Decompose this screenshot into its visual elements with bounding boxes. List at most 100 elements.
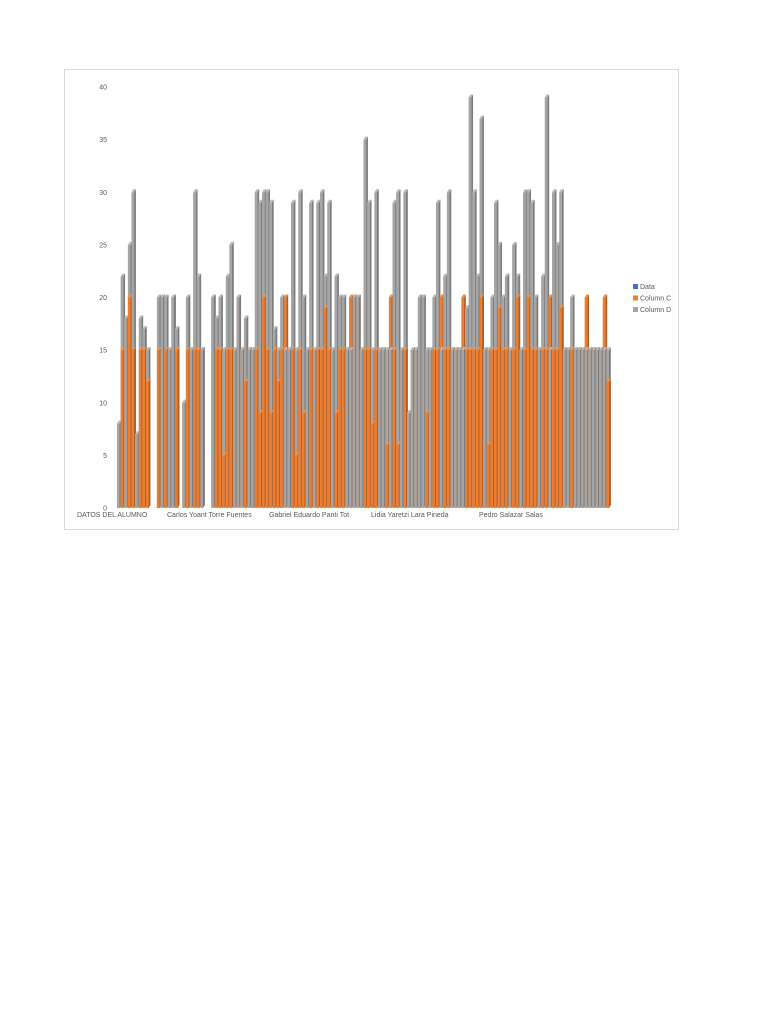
bar-column-d-top: [602, 347, 608, 351]
bar-column-c-top: [490, 347, 495, 351]
bar-column-c-top: [175, 347, 180, 351]
bar-column-d-top: [298, 189, 303, 193]
bar-column-c-top: [276, 378, 281, 382]
bar-column-d-top: [436, 199, 441, 203]
bar-column-c-top: [533, 347, 539, 351]
bar-column-d-top: [479, 115, 484, 119]
bar-column-d: [388, 350, 392, 508]
bar-column-c: [472, 350, 475, 508]
bar-column-d-top: [533, 294, 539, 298]
bar-column-d-top: [233, 347, 238, 351]
bar-column-c-top: [436, 347, 441, 351]
bar-column-d-top: [135, 431, 140, 435]
bar-column-d-top: [294, 347, 300, 351]
bar-column-c: [131, 350, 135, 508]
bar-column-d-top: [214, 315, 220, 319]
bar-column-d-top: [193, 189, 198, 193]
bar-column-d-top: [461, 347, 466, 351]
bar-column-d: [581, 350, 584, 508]
category-label: Lidia Yaretzi Lara Pineda: [371, 512, 449, 519]
bar-column-c: [425, 413, 428, 508]
bar-column-c-side: [148, 378, 151, 508]
bar-column-d-top: [537, 347, 542, 351]
y-tick-label: 35: [99, 137, 107, 144]
bar-column-d: [454, 350, 457, 508]
bar-column-d-top: [182, 399, 187, 403]
bar-column-d-top: [515, 273, 521, 277]
bar-column-c-top: [218, 347, 223, 351]
bar-column-d-top: [222, 347, 227, 351]
bar-column-d-top: [363, 136, 368, 140]
bar-column-d: [301, 297, 305, 508]
bar-column-c: [552, 350, 555, 508]
bar-column-c: [526, 297, 530, 508]
bar-column-d-top: [327, 199, 332, 203]
bar-column-d-top: [200, 347, 205, 351]
bar-column-d-top: [247, 347, 252, 351]
bar-column-c: [214, 350, 218, 508]
bar-column-d-top: [345, 347, 350, 351]
bar-column-d: [410, 350, 414, 508]
bar-column-d-top: [552, 189, 557, 193]
bar-column-d: [414, 350, 417, 508]
bar-column-d: [461, 350, 464, 508]
bar-column-d: [171, 297, 174, 508]
bar-column-c: [146, 381, 149, 508]
bar-column-c: [262, 297, 265, 508]
bar-column-d-top: [175, 326, 180, 330]
bar-column-d-top: [316, 199, 321, 203]
bar-column-d: [334, 276, 338, 508]
bar-column-d-top: [494, 199, 499, 203]
bar-column-c-top: [146, 378, 151, 382]
bar-column-d-top: [519, 347, 524, 351]
bar-column-c-top: [468, 347, 474, 351]
bar-column-d-top: [475, 273, 481, 277]
bar-column-d-top: [312, 347, 318, 351]
bar-column-d-top: [171, 294, 176, 298]
bar-column-c-top: [327, 347, 332, 351]
y-tick-label: 15: [99, 348, 107, 355]
legend: Data Column C Column D: [633, 284, 671, 314]
bar-column-d: [595, 350, 599, 508]
bar-column-d: [544, 97, 548, 509]
bar-column-c: [523, 350, 526, 508]
bar-column-d: [167, 350, 171, 508]
bar-column-c: [225, 350, 229, 508]
bar-column-d-top: [334, 273, 339, 277]
bar-column-d-top: [523, 189, 528, 193]
bar-column-d-top: [291, 199, 296, 203]
bar-column-c-top: [403, 347, 408, 351]
bar-column-c: [432, 350, 435, 508]
bar-column-c-top: [465, 347, 470, 351]
bar-column-c-top: [472, 347, 477, 351]
bar-column-d: [483, 350, 486, 508]
bar-column-d-top: [410, 347, 416, 351]
bar-column-d-top: [403, 189, 408, 193]
bar-column-c-top: [559, 305, 564, 309]
bar-column-d-top: [581, 347, 586, 351]
bar-column-c-top: [446, 347, 452, 351]
bar-column-d-top: [338, 294, 343, 298]
bar-column-d: [584, 350, 588, 508]
bar-column-d-top: [407, 410, 412, 414]
bar-column-c-top: [548, 294, 553, 298]
bar-column-c-top: [138, 347, 144, 351]
bar-column-c-top: [272, 347, 278, 351]
bar-column-c: [490, 350, 493, 508]
bar-column-d-top: [164, 294, 169, 298]
bar-column-c: [392, 350, 396, 508]
bar-column-c-top: [425, 410, 430, 414]
bar-column-c: [367, 350, 370, 508]
bar-column-c-top: [316, 347, 321, 351]
bar-column-c-top: [526, 294, 532, 298]
bar-column-d-top: [486, 347, 492, 351]
bar-column-d-top: [450, 347, 455, 351]
bar-column-d: [591, 350, 595, 508]
bar-column-d: [363, 139, 367, 508]
bar-column-d-top: [591, 347, 597, 351]
bar-column-d-top: [548, 347, 553, 351]
bar-column-d-top: [573, 347, 579, 351]
bar-column-d: [385, 350, 388, 508]
bar-column-d-top: [185, 294, 191, 298]
bar-column-c-top: [294, 452, 300, 456]
